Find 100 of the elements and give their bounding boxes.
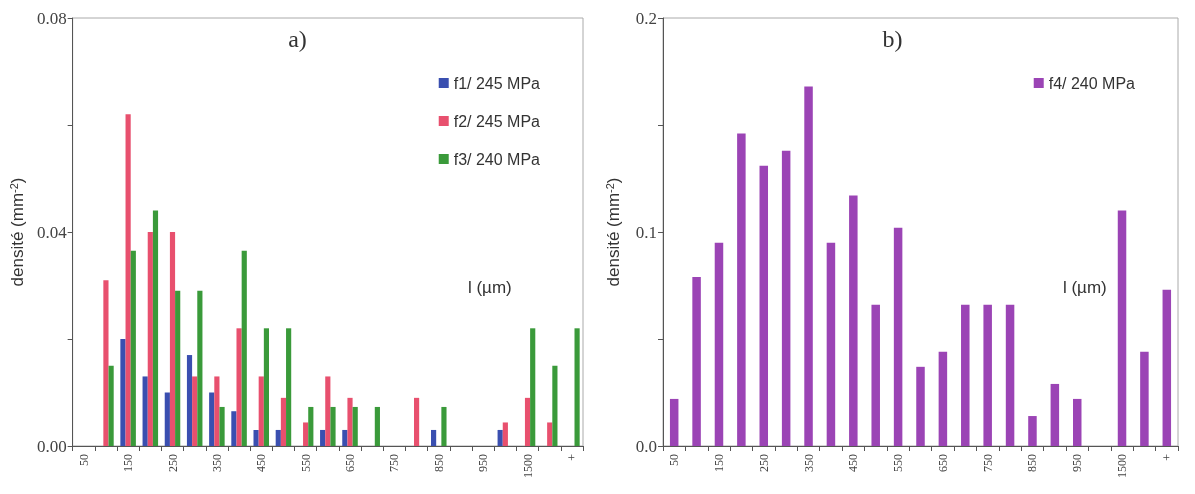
bar — [759, 165, 769, 446]
x-tick-label: 250 — [165, 454, 180, 472]
x-tick-label: 250 — [756, 454, 771, 472]
bar — [108, 365, 114, 446]
bar — [175, 290, 181, 446]
x-tick-label: 950 — [476, 454, 491, 472]
bar — [938, 351, 948, 446]
x-tick-label: 750 — [980, 454, 995, 472]
bar — [893, 227, 903, 446]
bar — [352, 406, 358, 446]
bar — [692, 276, 701, 446]
y-tick-label: 0.0 — [635, 436, 657, 456]
x-tick-label: 350 — [801, 454, 816, 472]
bar — [1117, 210, 1127, 446]
bar — [524, 397, 531, 446]
bar — [342, 429, 348, 446]
y-tick-label: 0.1 — [635, 222, 657, 242]
bar — [502, 422, 508, 446]
bar — [142, 376, 148, 446]
x-axis-title: l (µm) — [467, 278, 512, 298]
bar — [431, 429, 437, 446]
bar — [1050, 383, 1060, 446]
y-tick-label: 0.00 — [36, 436, 67, 456]
chart-title: b) — [882, 26, 903, 52]
bar — [103, 280, 109, 446]
x-tick-label: 550 — [891, 454, 906, 472]
bar — [241, 250, 247, 446]
bar — [197, 290, 203, 446]
bar — [1028, 416, 1037, 446]
bar — [125, 114, 131, 446]
bar — [552, 365, 558, 446]
legend-label: f3/ 240 MPa — [453, 150, 541, 168]
y-axis-title: densité (mm-2) — [7, 177, 27, 287]
bar — [374, 406, 380, 446]
bar — [826, 242, 836, 446]
legend-label: f2/ 245 MPa — [453, 112, 541, 130]
x-tick-label: 950 — [1070, 454, 1085, 472]
bar — [219, 406, 225, 446]
x-tick-label: + — [564, 453, 579, 461]
bar — [413, 397, 420, 446]
x-tick-label: + — [1159, 453, 1174, 461]
bar — [209, 392, 215, 446]
x-tick-label: 850 — [1025, 454, 1040, 472]
x-tick-label: 150 — [121, 454, 136, 472]
bar — [497, 429, 503, 446]
x-tick-label: 650 — [343, 454, 358, 472]
bar — [258, 376, 264, 446]
bar — [186, 355, 193, 446]
y-axis-title: densité (mm-2) — [603, 177, 623, 287]
bar — [275, 429, 281, 446]
x-tick-label: 50 — [667, 454, 682, 466]
bar — [849, 195, 858, 446]
chart-title: a) — [288, 26, 307, 52]
bar — [669, 398, 679, 446]
bar — [1005, 304, 1015, 446]
bar — [280, 397, 287, 446]
bar — [169, 232, 176, 446]
legend-label: f1/ 245 MPa — [453, 74, 541, 92]
bar — [325, 376, 331, 446]
bar — [781, 150, 791, 446]
bar — [152, 210, 159, 446]
x-tick-label: 50 — [76, 454, 91, 466]
bar — [347, 397, 353, 446]
bar — [330, 406, 336, 446]
legend-label: f4/ 240 MPa — [1048, 74, 1136, 92]
x-tick-label: 650 — [935, 454, 950, 472]
bar — [286, 328, 292, 446]
x-tick-label: 1500 — [520, 454, 535, 478]
bar — [320, 429, 326, 446]
bar — [574, 328, 580, 446]
bar — [1072, 398, 1082, 446]
bar — [916, 366, 925, 446]
bar — [130, 250, 136, 446]
x-tick-label: 150 — [711, 454, 726, 472]
y-tick-label: 0.2 — [635, 8, 657, 28]
bar — [214, 376, 220, 446]
bar — [871, 304, 880, 446]
bar — [120, 339, 126, 446]
bar — [164, 392, 170, 446]
x-tick-label: 450 — [846, 454, 861, 472]
bar — [303, 422, 309, 446]
bar — [547, 422, 553, 446]
bar — [147, 232, 153, 446]
bar — [961, 304, 970, 446]
bar — [253, 429, 259, 446]
bar — [441, 406, 447, 446]
y-tick-label: 0.08 — [36, 8, 67, 28]
x-tick-label: 750 — [387, 454, 402, 472]
x-tick-label: 450 — [254, 454, 269, 472]
bar — [1162, 289, 1172, 446]
bar — [983, 304, 992, 446]
bar — [737, 133, 746, 446]
bar — [804, 86, 813, 446]
bar — [714, 242, 724, 446]
bar — [231, 411, 237, 446]
bar — [263, 328, 270, 446]
bar — [308, 406, 314, 446]
x-tick-label: 850 — [431, 454, 446, 472]
y-tick-label: 0.04 — [36, 222, 68, 242]
bar — [236, 328, 242, 446]
